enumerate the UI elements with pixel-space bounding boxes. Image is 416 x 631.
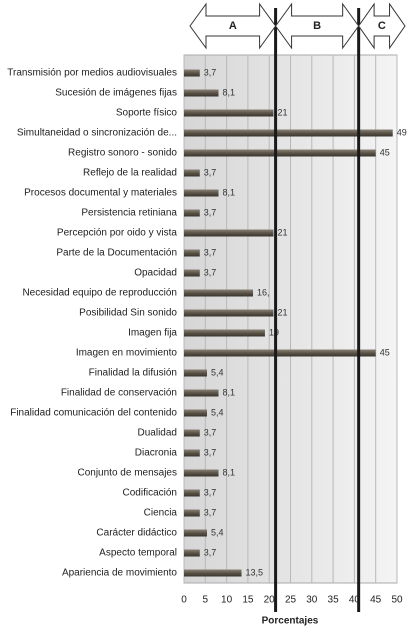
bar (184, 189, 219, 197)
bar (184, 569, 242, 577)
x-tick-label: 20 (264, 595, 276, 606)
region-arrow (358, 2, 406, 50)
y-tick-label: Procesos documental y materiales (24, 188, 177, 199)
y-tick-label: Transmisión por medios audiovisuales (7, 68, 177, 79)
bar (184, 349, 376, 357)
value-label: 5,4 (211, 527, 224, 537)
value-label: 16, (257, 287, 270, 297)
bar (184, 549, 200, 557)
y-tick-label: Persistencia retiniana (81, 208, 177, 219)
value-label: 21 (277, 307, 287, 317)
bar (184, 109, 274, 117)
y-tick-label: Imagen fija (128, 328, 177, 339)
x-tick-label: 30 (306, 595, 318, 606)
bar (184, 449, 200, 457)
value-label: 3,7 (204, 167, 217, 177)
bar (184, 69, 200, 77)
bar (184, 149, 376, 157)
y-tick-label: Carácter didáctico (96, 528, 177, 539)
y-tick-label: Finalidad comunicación del contenido (10, 408, 177, 419)
y-tick-label: Soporte físico (116, 108, 178, 119)
bar (184, 269, 200, 277)
x-tick-label: 45 (370, 595, 382, 606)
value-label: 8,1 (223, 87, 236, 97)
value-label: 8,1 (223, 467, 236, 477)
bar (184, 229, 274, 237)
value-label: 21 (277, 107, 287, 117)
bar (184, 369, 208, 377)
bar (184, 129, 393, 137)
x-tick-label: 35 (328, 595, 340, 606)
bar (184, 409, 208, 417)
y-tick-label: Sucesión de imágenes fijas (55, 88, 177, 99)
y-tick-label: Simultaneidad o sincronización de... (17, 128, 177, 139)
y-tick-label: Apariencia de movimiento (62, 568, 177, 579)
y-tick-label: Percepción por oido y vista (57, 228, 178, 239)
region-label: A (229, 20, 237, 32)
bar (184, 469, 219, 477)
bar (184, 509, 200, 517)
bar (184, 249, 200, 257)
bar (184, 329, 265, 337)
y-tick-label: Codificación (123, 488, 177, 499)
bar (184, 429, 200, 437)
bar (184, 489, 200, 497)
x-tick-label: 40 (349, 595, 361, 606)
x-tick-label: 10 (221, 595, 233, 606)
value-label: 21 (277, 227, 287, 237)
y-tick-label: Registro sonoro - sonido (68, 148, 177, 159)
y-tick-label: Dualidad (138, 428, 177, 439)
value-label: 3,7 (204, 447, 217, 457)
x-tick-label: 50 (391, 595, 403, 606)
value-label: 3,7 (204, 267, 217, 277)
value-label: 45 (380, 347, 390, 357)
x-tick-label: 15 (242, 595, 254, 606)
value-label: 13,5 (246, 567, 264, 577)
value-label: 8,1 (223, 387, 236, 397)
x-tick-label: 5 (203, 595, 209, 606)
value-label: 3,7 (204, 487, 217, 497)
y-tick-label: Necesidad equipo de reproducción (22, 288, 177, 299)
bar (184, 89, 219, 97)
value-label: 8,1 (223, 187, 236, 197)
value-label: 3,7 (204, 247, 217, 257)
bar (184, 389, 219, 397)
bar (184, 289, 254, 297)
value-label: 5,4 (211, 367, 224, 377)
bar (184, 309, 274, 317)
value-label: 3,7 (204, 507, 217, 517)
y-tick-label: Posibilidad Sin sonido (79, 308, 177, 319)
bar (184, 529, 208, 537)
y-tick-label: Parte de la Documentación (56, 248, 177, 259)
y-tick-label: Finalidad de conservación (61, 388, 177, 399)
value-label: 49 (397, 127, 407, 137)
x-tick-label: 25 (285, 595, 297, 606)
value-label: 3,7 (204, 207, 217, 217)
value-label: 5,4 (211, 407, 224, 417)
bar (184, 169, 200, 177)
bar (184, 209, 200, 217)
value-label: 3,7 (204, 427, 217, 437)
x-axis-title: Porcentajes (262, 616, 319, 627)
y-tick-label: Ciencia (144, 508, 178, 519)
y-tick-label: Reflejo de la realidad (83, 168, 177, 179)
value-label: 3,7 (204, 67, 217, 77)
y-tick-label: Conjunto de mensajes (77, 468, 177, 479)
y-tick-label: Imagen en movimiento (76, 348, 178, 359)
value-label: 19 (269, 327, 279, 337)
x-tick-label: 0 (181, 595, 187, 606)
y-tick-label: Finalidad la difusión (89, 368, 177, 379)
y-tick-label: Aspecto temporal (99, 548, 177, 559)
y-tick-label: Opacidad (134, 268, 177, 279)
value-label: 45 (380, 147, 390, 157)
y-tick-label: Diacronia (135, 448, 178, 459)
region-label: B (313, 20, 321, 32)
region-label: C (378, 20, 386, 32)
value-label: 3,7 (204, 547, 217, 557)
